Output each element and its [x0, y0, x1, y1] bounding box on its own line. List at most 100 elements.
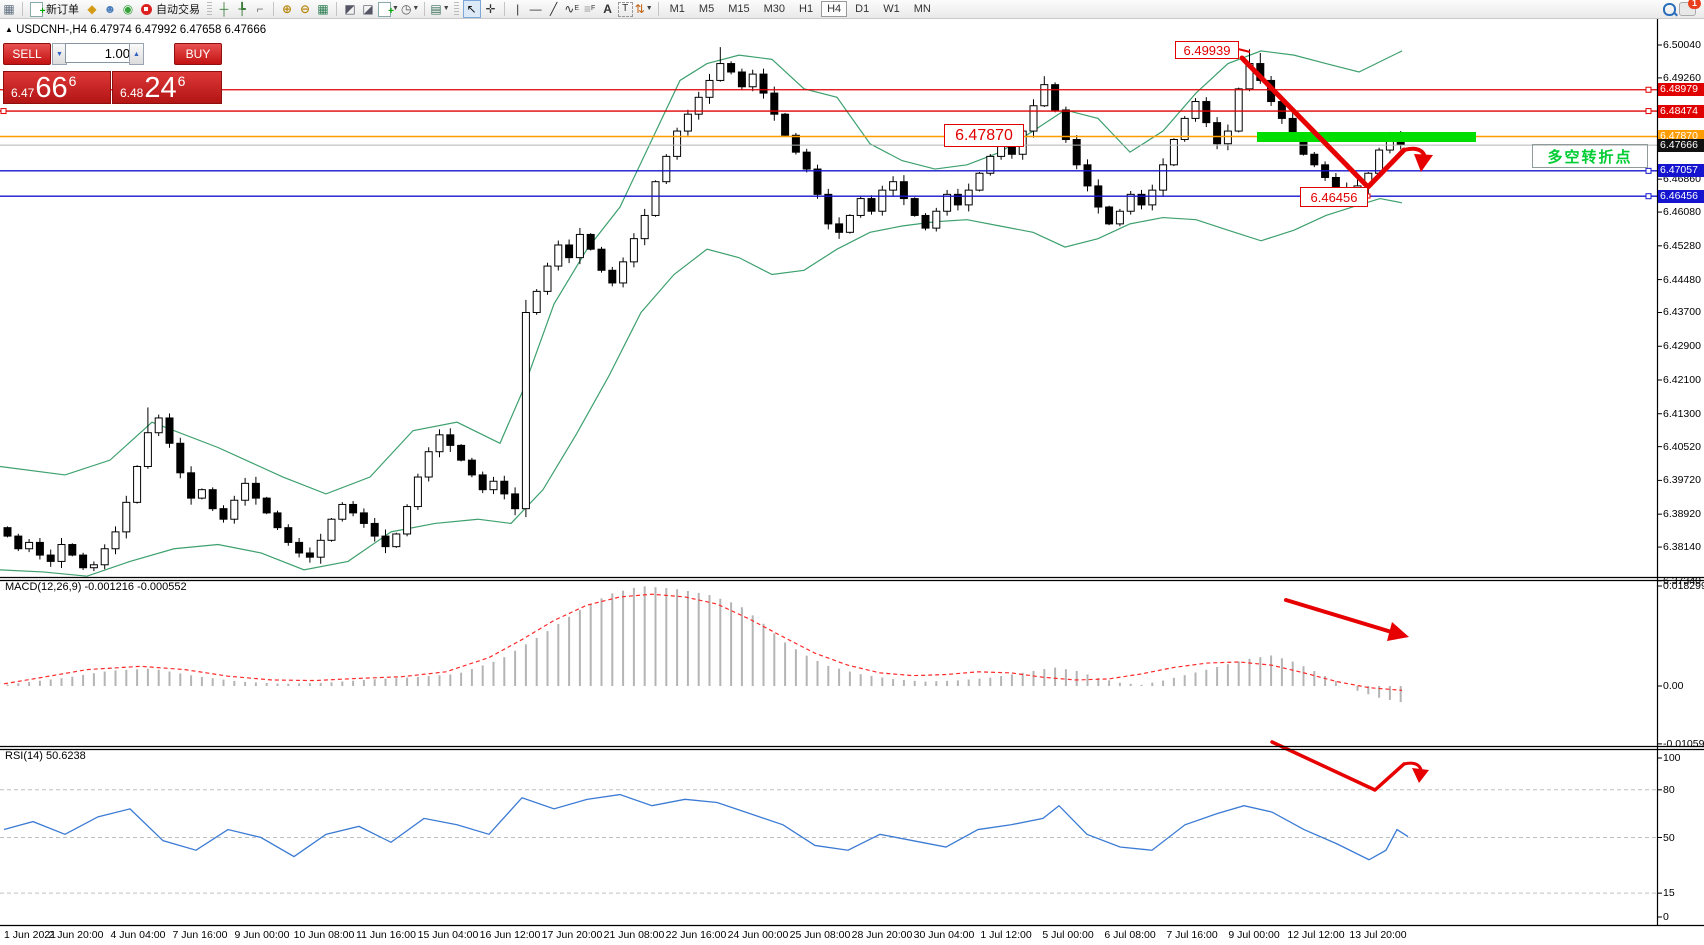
candle-body	[413, 476, 422, 508]
timeframe-m15[interactable]: M15	[728, 3, 750, 15]
candle-body	[46, 554, 55, 562]
period-clock-icon[interactable]: ◷ ▼	[400, 2, 420, 16]
macd-trend-arrow[interactable]	[1284, 598, 1400, 636]
text-label-tool-icon[interactable]: T	[617, 1, 633, 17]
timeframe-h4[interactable]: H4	[821, 1, 848, 17]
collapse-panel-icon[interactable]: ▲	[5, 25, 13, 34]
timeframe-h1[interactable]: H1	[799, 3, 814, 15]
rsi-arrowhead[interactable]	[1412, 768, 1429, 783]
candle-body	[1310, 153, 1319, 166]
candle-body	[143, 432, 152, 467]
candle-body	[1234, 88, 1243, 132]
annotation-mid-price-label[interactable]: 6.47870	[944, 124, 1024, 147]
volume-increase-button[interactable]: ▲	[129, 43, 144, 65]
candle-body	[176, 442, 185, 474]
candle-body	[608, 269, 617, 284]
timeframe-d1[interactable]: D1	[855, 3, 870, 15]
volume-input[interactable]	[65, 43, 135, 63]
candle-body	[921, 214, 930, 229]
axis-scale-icon[interactable]: ╄	[238, 2, 246, 16]
indicators-icon[interactable]: ◩	[344, 2, 356, 16]
text-tool-icon[interactable]: A	[603, 2, 612, 16]
candle-body	[3, 527, 12, 537]
line-handle-marker[interactable]	[1645, 108, 1652, 115]
price-axis-badge: 6.47666	[1658, 138, 1704, 152]
candle-body	[1223, 130, 1232, 145]
rsi-trend-arrow[interactable]	[1270, 740, 1406, 792]
candle-body	[100, 548, 109, 566]
sell-button[interactable]: SELL	[3, 43, 51, 65]
new-order-label[interactable]: 新订单	[46, 4, 79, 16]
time-axis-label: 13 Jul 20:00	[1349, 929, 1407, 941]
timeframe-mn[interactable]: MN	[913, 3, 931, 15]
toolbar-separator	[273, 2, 274, 16]
price-axis-tick-label: 6.42100	[1663, 373, 1701, 386]
gold-icon[interactable]: ◆	[87, 2, 97, 16]
add-indicator-icon[interactable]: ▼	[378, 1, 399, 20]
sell-price-sup: 6	[68, 73, 77, 89]
zoom-in-icon[interactable]: ⊕	[281, 2, 293, 16]
toolbar-separator	[657, 2, 659, 16]
arrow-anchor-tick[interactable]	[1237, 48, 1251, 53]
buy-price-tile[interactable]: 6.48 24 6	[112, 71, 222, 104]
shapes-tool-icon[interactable]: ⇅ ▼	[634, 2, 653, 16]
notification-count-badge: 1	[1688, 0, 1701, 9]
downtrend-arrow[interactable]	[1239, 55, 1407, 190]
axis-curve-icon[interactable]: ⌐	[256, 2, 264, 16]
candle-body	[629, 238, 638, 263]
time-axis-label: 5 Jul 00:00	[1042, 929, 1094, 941]
candle-body	[662, 155, 671, 183]
chart-style-icon[interactable]: ▤ ▼	[430, 2, 450, 16]
tile-windows-icon[interactable]: ▦	[317, 2, 329, 16]
annotation-high-price-label[interactable]: 6.49939	[1175, 41, 1239, 59]
candle-body	[349, 503, 358, 514]
line-handle-marker[interactable]	[0, 108, 7, 115]
bollinger-lower-band	[0, 197, 1403, 577]
time-axis-label: 11 Jun 16:00	[356, 929, 416, 941]
candle-body	[932, 210, 941, 229]
new-order-icon[interactable]	[28, 1, 46, 20]
contact-icon[interactable]: ☻	[103, 2, 117, 16]
trendline-tool-icon[interactable]: ╱	[550, 2, 558, 16]
autotrade-icon[interactable]	[138, 1, 154, 17]
candle-body	[1029, 105, 1038, 132]
candle-body	[878, 189, 887, 212]
market-watch-icon[interactable]: ▦	[3, 2, 15, 16]
zoom-out-icon[interactable]: ⊖	[299, 2, 311, 16]
notifications-icon[interactable]: 1	[1679, 0, 1701, 17]
toolbar-separator	[424, 2, 426, 16]
indicator-list-icon[interactable]: ◪	[362, 2, 374, 16]
downtrend-arrowhead[interactable]	[1414, 154, 1433, 172]
line-handle-marker[interactable]	[1645, 86, 1652, 93]
crosshair-axis-icon[interactable]: ┼	[219, 2, 229, 16]
timeframe-m5[interactable]: M5	[698, 3, 715, 15]
line-handle-marker[interactable]	[1645, 193, 1652, 200]
line-handle-marker[interactable]	[1645, 167, 1652, 174]
timeframe-w1[interactable]: W1	[883, 3, 900, 15]
autotrade-label[interactable]: 自动交易	[156, 4, 200, 16]
fibonacci-tool-icon[interactable]: ≡ F	[583, 2, 596, 16]
vertical-line-tool-icon[interactable]: |	[516, 2, 520, 16]
price-axis-tick-label: 6.38920	[1663, 508, 1701, 521]
rsi-axis-label: 80	[1663, 783, 1675, 796]
candle-body	[737, 71, 746, 88]
annotation-note-text[interactable]: 多空转折点	[1532, 144, 1648, 168]
cursor-tool-icon[interactable]: ↖	[462, 0, 481, 18]
timeframe-m30[interactable]: M30	[763, 3, 786, 15]
macd-arrowhead[interactable]	[1387, 622, 1409, 641]
horizontal-line-tool-icon[interactable]: —	[529, 2, 542, 16]
time-axis-label: 7 Jul 16:00	[1166, 929, 1218, 941]
timeframe-m1[interactable]: M1	[669, 3, 685, 15]
candle-body	[532, 290, 541, 313]
candle-body	[79, 554, 88, 569]
search-icon[interactable]	[1661, 1, 1677, 17]
highlight-zone-bar[interactable]	[1257, 132, 1476, 142]
channel-tool-icon[interactable]: ∿ E	[564, 2, 579, 16]
annotation-low-price-label[interactable]: 6.46456	[1300, 187, 1368, 207]
sell-price-tile[interactable]: 6.47 66 6	[3, 71, 111, 104]
signal-icon[interactable]: ◉	[122, 2, 134, 16]
buy-button[interactable]: BUY	[174, 43, 222, 65]
candle-body	[1051, 84, 1060, 111]
crosshair-tool-icon[interactable]: ✛	[485, 2, 496, 16]
